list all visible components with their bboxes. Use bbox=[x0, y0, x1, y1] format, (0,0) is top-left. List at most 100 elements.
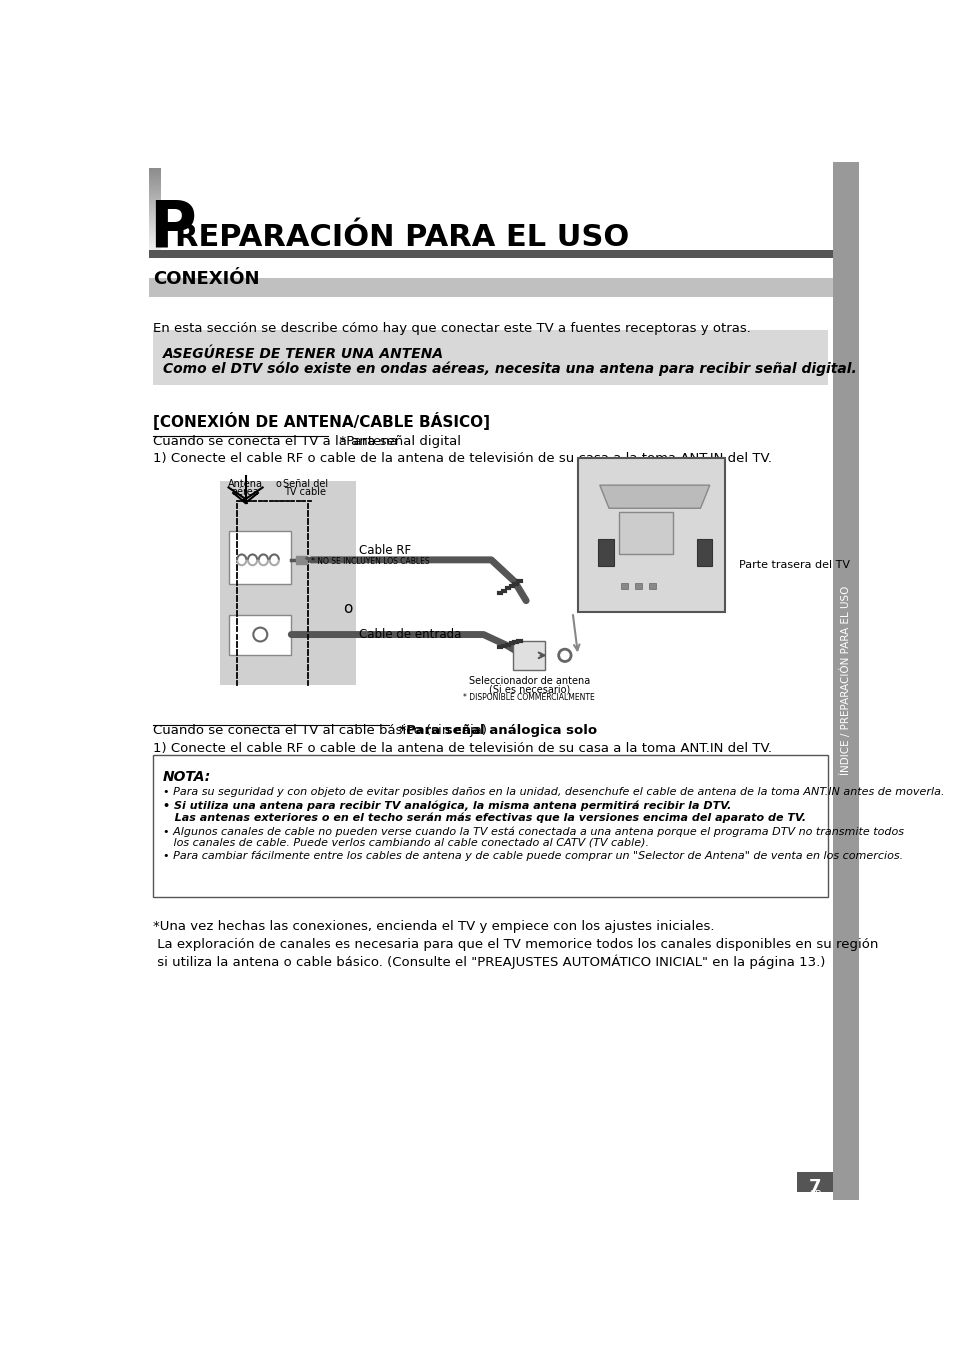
Bar bbox=[149, 225, 161, 226]
Bar bbox=[149, 170, 161, 171]
Text: [CONEXIÓN DE ANTENA/CABLE BÁSICO]: [CONEXIÓN DE ANTENA/CABLE BÁSICO] bbox=[153, 412, 490, 430]
Bar bbox=[149, 226, 161, 228]
Text: Cuando se conecta el TV al cable básico (sin caja): Cuando se conecta el TV al cable básico … bbox=[153, 724, 487, 737]
Text: En esta sección se describe cómo hay que conectar este TV a fuentes receptoras y: En esta sección se describe cómo hay que… bbox=[153, 322, 750, 334]
Bar bbox=[149, 231, 161, 233]
Bar bbox=[634, 582, 641, 589]
Polygon shape bbox=[295, 555, 307, 563]
Bar bbox=[149, 247, 161, 248]
Bar bbox=[149, 183, 161, 185]
Bar bbox=[149, 259, 161, 260]
Bar bbox=[513, 640, 545, 670]
Bar bbox=[149, 190, 161, 191]
Bar bbox=[149, 245, 161, 247]
Bar bbox=[149, 239, 161, 240]
Bar bbox=[153, 755, 827, 898]
Bar bbox=[149, 179, 161, 181]
Bar bbox=[149, 220, 161, 222]
Text: o: o bbox=[343, 601, 353, 616]
Bar bbox=[149, 233, 161, 235]
Bar bbox=[149, 251, 161, 252]
Bar bbox=[229, 531, 291, 584]
Text: ÍNDICE / PREPARACIÓN PARA EL USO: ÍNDICE / PREPARACIÓN PARA EL USO bbox=[840, 586, 850, 775]
Bar bbox=[149, 175, 161, 177]
Text: La exploración de canales es necesaria para que el TV memorice todos los canales: La exploración de canales es necesaria p… bbox=[153, 938, 878, 950]
Bar bbox=[149, 181, 161, 182]
Bar bbox=[149, 214, 161, 216]
Bar bbox=[149, 209, 161, 212]
Bar bbox=[149, 241, 161, 244]
Bar bbox=[149, 235, 161, 236]
Bar bbox=[149, 195, 161, 197]
Bar bbox=[618, 512, 673, 554]
Bar bbox=[149, 204, 161, 205]
Text: 7: 7 bbox=[808, 1178, 821, 1196]
Text: los canales de cable. Puede verlos cambiando al cable conectado al CATV (TV cabl: los canales de cable. Puede verlos cambi… bbox=[162, 838, 648, 848]
Text: Las antenas exteriores o en el techo serán más efectivas que la versiones encima: Las antenas exteriores o en el techo ser… bbox=[162, 813, 805, 822]
Bar bbox=[149, 168, 161, 170]
Text: *Para señal análogica solo: *Para señal análogica solo bbox=[390, 724, 597, 737]
Text: Antena: Antena bbox=[228, 479, 263, 489]
Text: Parte trasera del TV: Parte trasera del TV bbox=[739, 559, 849, 570]
Bar bbox=[149, 173, 161, 174]
Bar bbox=[149, 255, 161, 256]
Bar bbox=[149, 202, 161, 204]
Text: TV cable: TV cable bbox=[284, 487, 326, 496]
Text: ASEGÚRESE DE TENER UNA ANTENA: ASEGÚRESE DE TENER UNA ANTENA bbox=[162, 346, 443, 360]
Text: * DISPONIBLE COMMERCIALMENTE: * DISPONIBLE COMMERCIALMENTE bbox=[463, 693, 595, 702]
Bar bbox=[832, 162, 858, 1200]
Bar bbox=[220, 481, 355, 685]
Text: Cable de entrada: Cable de entrada bbox=[359, 628, 461, 640]
Bar bbox=[149, 213, 161, 214]
Bar bbox=[149, 257, 161, 259]
Bar bbox=[620, 582, 628, 589]
Bar bbox=[149, 208, 161, 209]
Text: • Para su seguridad y con objeto de evitar posibles daños en la unidad, desenchu: • Para su seguridad y con objeto de evit… bbox=[162, 787, 943, 797]
Bar bbox=[149, 186, 161, 187]
Text: • Para cambiar fácilmente entre los cables de antena y de cable puede comprar un: • Para cambiar fácilmente entre los cabl… bbox=[162, 851, 902, 861]
Bar bbox=[149, 240, 161, 241]
Bar bbox=[153, 330, 827, 386]
Text: SP: SP bbox=[808, 1190, 821, 1200]
Bar bbox=[149, 252, 161, 255]
Bar bbox=[149, 224, 161, 225]
Text: Señal del: Señal del bbox=[282, 479, 328, 489]
Text: Cable RF: Cable RF bbox=[359, 543, 411, 557]
Bar bbox=[149, 256, 161, 257]
Text: Cuando se conecta el TV a la antena: Cuando se conecta el TV a la antena bbox=[153, 435, 397, 448]
Bar bbox=[149, 229, 161, 231]
Text: • Si utiliza una antena para recibir TV analógica, la misma antena permitirá rec: • Si utiliza una antena para recibir TV … bbox=[162, 801, 730, 811]
Text: si utiliza la antena o cable básico. (Consulte el "PREAJUSTES AUTOMÁTICO INICIAL: si utiliza la antena o cable básico. (Co… bbox=[153, 954, 825, 969]
Bar bbox=[149, 218, 161, 220]
Bar bbox=[149, 201, 161, 202]
Text: CONEXIÓN: CONEXIÓN bbox=[153, 270, 259, 288]
Bar bbox=[578, 458, 724, 612]
Bar bbox=[149, 212, 161, 213]
Bar bbox=[149, 191, 161, 193]
Text: Como el DTV sólo existe en ondas aéreas, necesita una antena para recibir señal : Como el DTV sólo existe en ondas aéreas,… bbox=[162, 363, 856, 376]
Bar bbox=[149, 222, 161, 224]
Bar bbox=[149, 198, 161, 201]
Bar bbox=[149, 206, 161, 208]
Text: • Algunos canales de cable no pueden verse cuando la TV está conectada a una ant: • Algunos canales de cable no pueden ver… bbox=[162, 826, 902, 837]
Bar bbox=[149, 174, 161, 175]
Text: * NO SE INCLUYEN LOS CABLES: * NO SE INCLUYEN LOS CABLES bbox=[311, 557, 430, 566]
Bar bbox=[149, 216, 161, 217]
Bar bbox=[149, 217, 161, 218]
Bar bbox=[797, 1171, 832, 1192]
Bar bbox=[598, 539, 613, 566]
Bar bbox=[149, 177, 161, 179]
Bar bbox=[149, 205, 161, 206]
Bar bbox=[229, 615, 291, 655]
Bar bbox=[696, 539, 711, 566]
Bar bbox=[149, 194, 161, 195]
Text: o: o bbox=[274, 479, 281, 489]
Text: REPARACIÓN PARA EL USO: REPARACIÓN PARA EL USO bbox=[174, 224, 629, 252]
Bar bbox=[149, 278, 832, 297]
Bar bbox=[149, 236, 161, 237]
Bar bbox=[149, 185, 161, 186]
Bar bbox=[648, 582, 656, 589]
Bar bbox=[149, 187, 161, 190]
Bar bbox=[149, 248, 161, 249]
Text: P: P bbox=[149, 197, 195, 259]
